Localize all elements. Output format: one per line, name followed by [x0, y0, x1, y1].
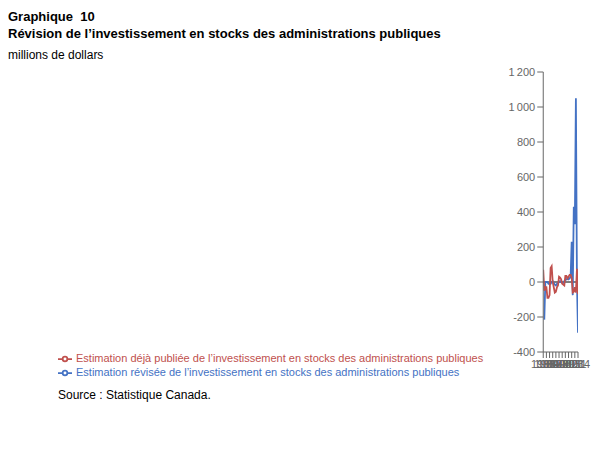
html-text:Révision de l’investissement e: Révision de l’investissement en stocks d…	[8, 26, 441, 41]
svg-text:-400: -400	[513, 346, 535, 358]
svg-text:1 200: 1 200	[509, 66, 536, 78]
html-text:Source : Statistique Canada.: Source : Statistique Canada.	[58, 388, 211, 402]
html-text:Estimation révisée de l’invest: Estimation révisée de l’investissement e…	[76, 365, 460, 378]
svg-text:2014: 2014	[566, 358, 590, 370]
svg-text:800: 800	[517, 136, 535, 148]
svg-text:200: 200	[517, 241, 535, 253]
svg-text:400: 400	[517, 206, 535, 218]
svg-text:600: 600	[517, 171, 535, 183]
html-text:Graphique 10: Graphique 10	[8, 9, 95, 24]
svg-text:0: 0	[529, 276, 535, 288]
html-text:millions de dollars: millions de dollars	[8, 48, 104, 62]
svg-text:1 000: 1 000	[509, 101, 536, 113]
html-text:Estimation déjà publiée de l’i: Estimation déjà publiée de l’investissem…	[76, 351, 484, 364]
svg-text:-200: -200	[513, 311, 535, 323]
